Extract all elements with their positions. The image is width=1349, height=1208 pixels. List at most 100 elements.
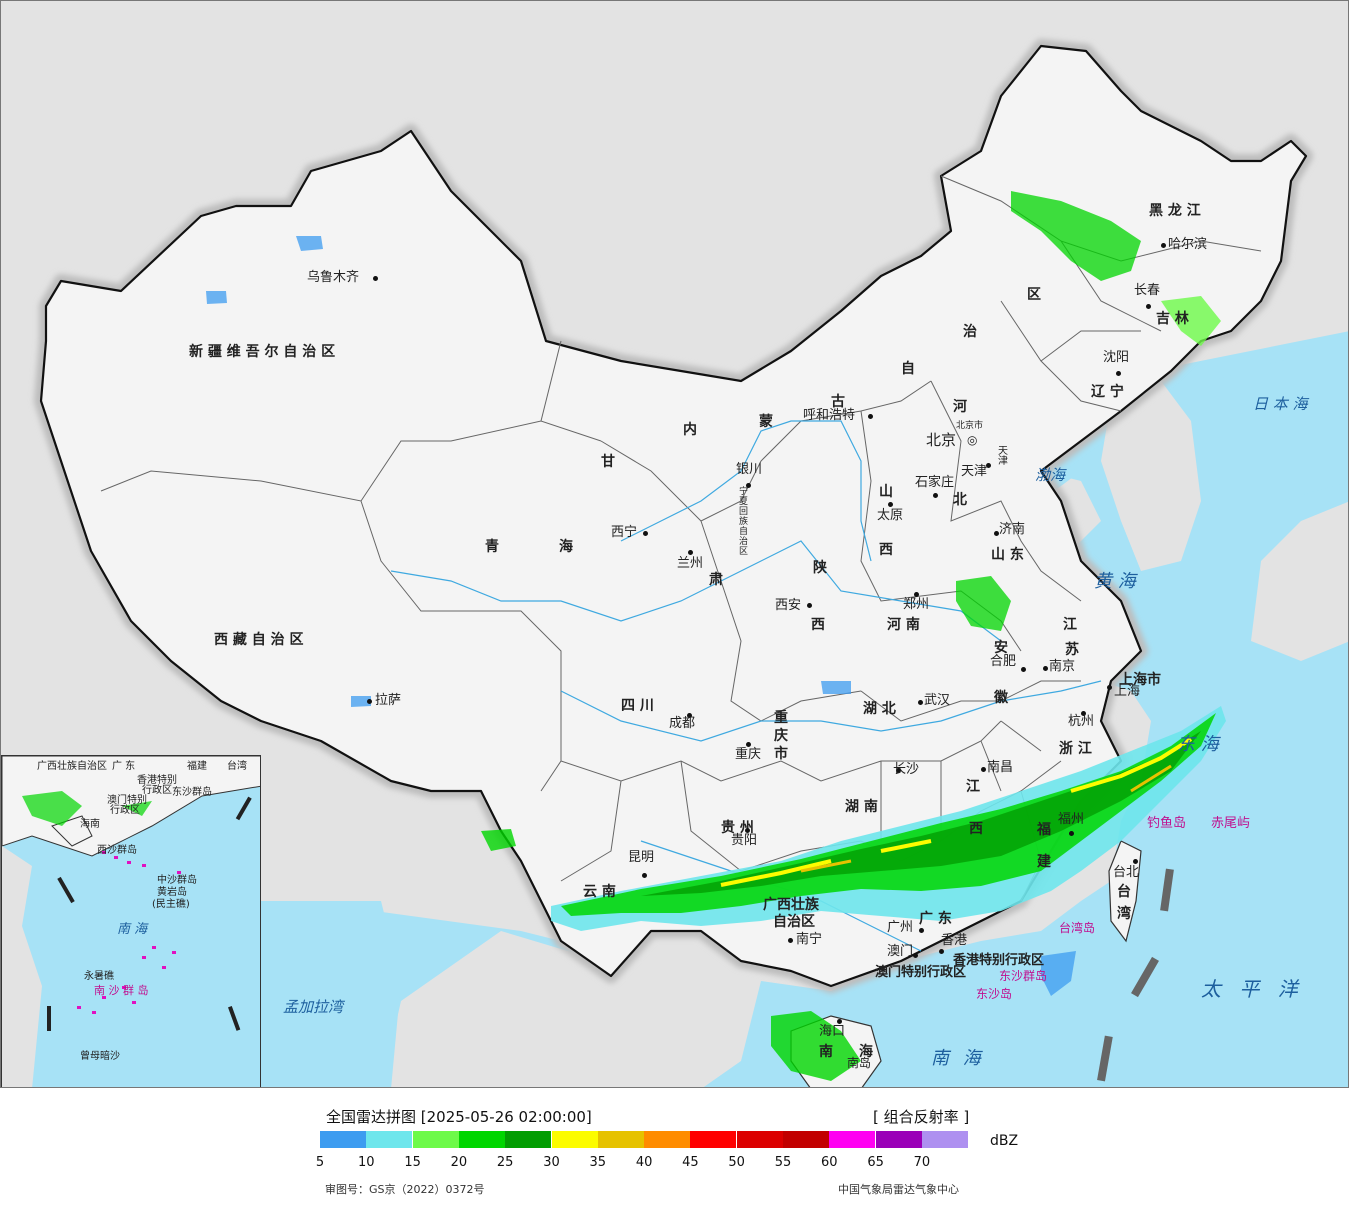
city-shanghai: 上海 xyxy=(1114,684,1141,699)
color-swatch xyxy=(829,1131,876,1148)
island-taiwan: 台湾岛 xyxy=(1059,921,1096,935)
province-zhejiang: 浙 江 xyxy=(1059,741,1092,757)
province-neimenggu-2: 蒙 xyxy=(759,414,773,430)
city-dot xyxy=(994,531,999,536)
city-beijing: 北京 xyxy=(926,431,957,449)
sea-japan: 日 本 海 xyxy=(1253,395,1308,413)
city-dot xyxy=(1107,685,1112,690)
scale-tick-label: 30 xyxy=(543,1155,560,1170)
city-tianjin: 天津 xyxy=(961,464,988,479)
province-chongqing-2: 庆 xyxy=(774,728,788,744)
city-dot xyxy=(918,700,923,705)
city-dot xyxy=(896,768,901,773)
province-jilin: 吉 林 xyxy=(1156,311,1189,327)
color-swatch xyxy=(412,1131,459,1148)
province-hebei-1: 河 xyxy=(953,399,967,415)
inset-huangyan: 黄岩岛 xyxy=(157,887,187,898)
province-neimenggu-3: 古 xyxy=(831,394,845,410)
legend-product: [ 组合反射率 ] xyxy=(873,1108,970,1126)
province-anhui-1: 安 xyxy=(994,640,1008,656)
city-dot xyxy=(986,463,991,468)
city-hefei: 合肥 xyxy=(990,654,1017,669)
province-tianjin-label: 天津 xyxy=(998,446,1008,467)
city-shenyang: 沈阳 xyxy=(1103,350,1130,365)
city-dot xyxy=(981,767,986,772)
inset-hk: 香港特别 xyxy=(137,775,177,786)
island-hainan: 南岛 xyxy=(847,1056,872,1070)
city-dot xyxy=(367,699,372,704)
province-jiangxi-1: 江 xyxy=(966,779,980,795)
city-dot xyxy=(745,828,750,833)
province-liaoning: 辽 宁 xyxy=(1091,384,1124,400)
province-macau: 澳门特别行政区 xyxy=(875,965,967,980)
province-qinghai-2: 海 xyxy=(559,539,573,555)
province-jiangsu-1: 江 xyxy=(1063,617,1077,633)
city-dot xyxy=(746,483,751,488)
city-dot xyxy=(1021,667,1026,672)
color-swatch xyxy=(644,1131,691,1148)
province-shaanxi-2: 西 xyxy=(811,617,825,633)
color-swatch xyxy=(597,1131,644,1148)
city-taibei: 台北 xyxy=(1113,865,1140,880)
city-dot xyxy=(868,414,873,419)
city-dot xyxy=(746,742,751,747)
sea-huanghai: 黄 海 xyxy=(1094,571,1136,592)
review-number: 审图号：GS京（2022）0372号 xyxy=(325,1183,485,1196)
city-dot xyxy=(373,276,378,281)
inset-huangyan2: (民主礁) xyxy=(152,899,190,910)
city-dot xyxy=(1133,859,1138,864)
province-guangxi-2: 自治区 xyxy=(773,914,815,930)
color-swatch xyxy=(320,1131,366,1148)
city-changchun: 长春 xyxy=(1134,283,1161,298)
city-xian: 西安 xyxy=(775,598,802,613)
province-jiangsu-2: 苏 xyxy=(1065,642,1079,658)
island-chiwei: 赤尾屿 xyxy=(1211,816,1251,831)
island-dongsha: 东沙岛 xyxy=(976,987,1013,1001)
color-swatch xyxy=(690,1131,737,1148)
inset-zengmu: 曾母暗沙 xyxy=(80,1051,120,1062)
legend-unit: dBZ xyxy=(990,1133,1019,1149)
city-shijiazhuang: 石家庄 xyxy=(915,475,955,490)
city-dot xyxy=(1081,711,1086,716)
city-guangzhou: 广州 xyxy=(887,920,914,935)
city-dot xyxy=(643,531,648,536)
city-dot xyxy=(914,592,919,597)
scale-tick-label: 35 xyxy=(589,1155,607,1170)
province-shanghai: 上海市 xyxy=(1119,672,1161,688)
radar-map[interactable]: 广西壮族自治区 广 东 福建 台湾 香港特别 行政区 澳门特别 行政区 东沙群岛… xyxy=(0,0,1349,1088)
city-nanjing: 南京 xyxy=(1049,659,1076,674)
city-dot xyxy=(939,949,944,954)
china-land xyxy=(39,44,1308,988)
indochina-land xyxy=(381,931,761,1087)
province-shanxi-1: 山 xyxy=(879,484,893,500)
province-neimenggu-5: 治 xyxy=(963,324,977,340)
province-beijing-label: 北京市 xyxy=(956,421,984,431)
city-changsha: 长沙 xyxy=(893,762,920,777)
city-wuhan: 武汉 xyxy=(924,693,951,708)
legend-panel: 全国雷达拼图 [2025-05-26 02:00:00] [ 组合反射率 ] 5… xyxy=(0,1088,1349,1208)
sea-pacific: 太 平 洋 xyxy=(1201,977,1304,1001)
korea-land xyxy=(1101,381,1201,571)
map-graphic xyxy=(34,39,1348,1087)
city-jinan: 济南 xyxy=(999,522,1026,537)
province-chongqing-1: 重 xyxy=(774,710,788,726)
city-taiyuan: 太原 xyxy=(877,508,904,523)
scale-tick-label: 55 xyxy=(774,1155,792,1170)
bay-bengal xyxy=(261,901,401,1087)
taiwan-island xyxy=(1108,840,1142,943)
province-qinghai-1: 青 xyxy=(485,539,499,555)
color-swatch xyxy=(366,1131,413,1148)
city-haikou: 海口 xyxy=(819,1024,846,1039)
city-dot xyxy=(913,953,918,958)
province-anhui-2: 徽 xyxy=(994,690,1008,706)
city-dot xyxy=(1146,304,1151,309)
scale-tick-label: 20 xyxy=(450,1155,468,1170)
city-dot xyxy=(888,502,893,507)
inset-fujian: 福建 xyxy=(187,761,207,772)
city-beijing-marker: ◎ xyxy=(967,433,978,447)
inset-hainan: 海南 xyxy=(80,819,100,830)
japan-land xyxy=(1251,501,1348,661)
city-dot xyxy=(919,928,924,933)
city-fuzhou: 福州 xyxy=(1058,812,1085,827)
province-guangdong: 广 东 xyxy=(919,911,952,927)
